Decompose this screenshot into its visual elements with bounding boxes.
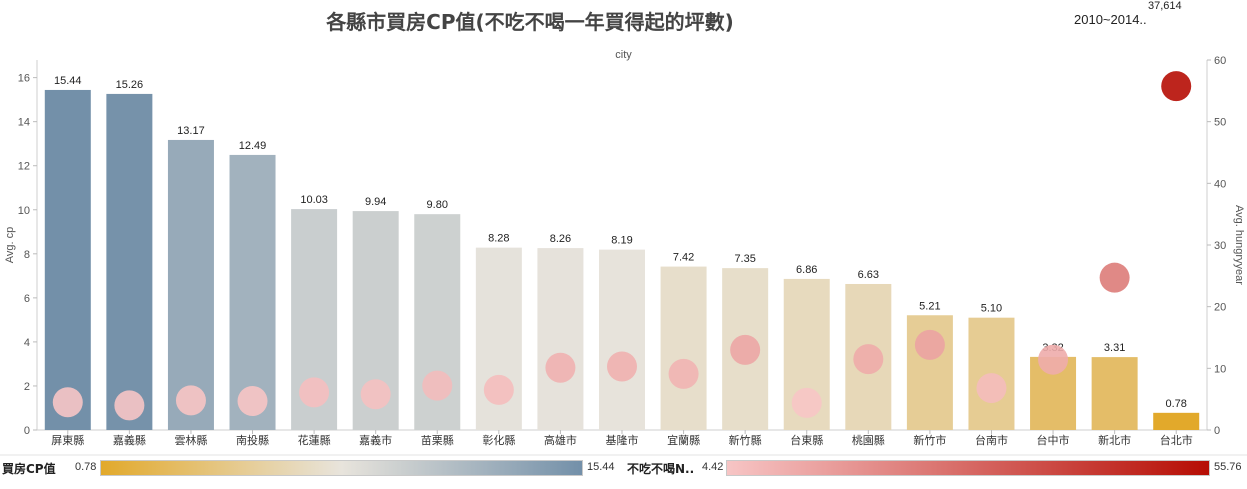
- bar: [106, 93, 153, 431]
- bar-value-label: 8.28: [488, 233, 509, 245]
- x-tick-label: 台北市: [1160, 433, 1193, 447]
- y-tick-label: 0: [24, 425, 30, 437]
- cp-legend-title: 買房CP值: [2, 462, 56, 476]
- hungry-color-legend: 不吃不喝N.. 4.42 55.76: [620, 458, 1247, 480]
- scatter-point: [175, 385, 206, 416]
- scatter-point: [360, 379, 391, 410]
- bar-value-label: 0.78: [1165, 398, 1186, 410]
- chart-title: 各縣市買房CP值(不吃不喝一年買得起的坪數): [326, 10, 734, 34]
- x-tick-label: 台中市: [1037, 433, 1070, 447]
- scatter-point: [483, 374, 514, 405]
- scatter-point: [791, 387, 822, 418]
- x-tick-label: 花蓮縣: [298, 433, 331, 447]
- y2-tick-label: 10: [1214, 363, 1226, 375]
- y-tick-label: 2: [24, 381, 30, 393]
- cp-legend-max: 15.44: [587, 461, 615, 473]
- scatter-point: [299, 377, 330, 408]
- scatter-point: [1161, 71, 1192, 102]
- cp-legend-min: 0.78: [75, 461, 97, 473]
- bar-value-label: 8.26: [550, 233, 571, 245]
- y-tick-label: 10: [18, 205, 30, 217]
- bar-value-label: 12.49: [239, 140, 267, 152]
- bar: [599, 249, 645, 430]
- y2-tick-label: 50: [1214, 117, 1226, 129]
- hungry-legend-max: 55.76: [1214, 461, 1242, 473]
- y-tick-label: 4: [24, 337, 30, 349]
- x-tick-label: 嘉義市: [359, 433, 392, 447]
- bar: [44, 89, 91, 430]
- x-tick-label: 新北市: [1098, 433, 1131, 447]
- scatter-point: [422, 370, 453, 401]
- bar: [229, 154, 276, 431]
- scatter-point: [976, 373, 1007, 404]
- bar: [660, 266, 707, 430]
- hungry-legend-title: 不吃不喝N..: [627, 462, 695, 476]
- bar: [1153, 412, 1200, 430]
- x-tick-label: 台東縣: [790, 433, 823, 447]
- y2-tick-label: 30: [1214, 240, 1226, 252]
- y-tick-label: 12: [18, 161, 30, 173]
- bar-value-label: 10.03: [300, 194, 328, 206]
- bar: [537, 248, 584, 430]
- bar-value-label: 3.31: [1104, 342, 1125, 354]
- scatter-point: [545, 352, 576, 383]
- hungry-legend-min: 4.42: [702, 461, 724, 473]
- y-tick-label: 8: [24, 249, 30, 261]
- bar-value-label: 6.86: [796, 264, 817, 276]
- x-tick-label: 屏東縣: [51, 434, 84, 447]
- scatter-point: [114, 390, 145, 421]
- x-tick-label: 台南市: [975, 433, 1008, 447]
- y-axis-title: Avg. cp: [4, 227, 16, 264]
- scatter-point: [607, 351, 637, 382]
- scatter-point: [668, 358, 699, 389]
- bar-value-label: 8.19: [611, 235, 632, 247]
- scatter-point: [730, 334, 761, 365]
- x-tick-label: 高雄市: [544, 433, 577, 447]
- y-tick-label: 6: [24, 293, 30, 305]
- cp-color-legend: 買房CP值 0.78 15.44: [0, 458, 620, 480]
- bar-value-label: 5.10: [981, 303, 1002, 315]
- bar-value-label: 6.63: [858, 269, 879, 281]
- bar-value-label: 15.44: [54, 75, 82, 87]
- y-tick-label: 14: [18, 117, 30, 129]
- x-tick-label: 基隆市: [606, 433, 639, 447]
- bar-value-label: 9.94: [365, 196, 386, 208]
- x-tick-label: 南投縣: [236, 433, 269, 447]
- bar-value-label: 13.17: [177, 125, 205, 137]
- bar: [167, 139, 214, 431]
- y-tick-label: 16: [18, 73, 30, 85]
- x-tick-label: 嘉義縣: [113, 433, 146, 447]
- cp-legend-gradient: [100, 460, 583, 476]
- scatter-point: [52, 387, 83, 418]
- period-extra-value: 37,614: [1148, 0, 1182, 12]
- scatter-point: [1099, 262, 1130, 293]
- scatter-point: [853, 344, 884, 375]
- y2-tick-label: 20: [1214, 302, 1226, 314]
- x-tick-label: 雲林縣: [174, 433, 207, 447]
- scatter-point: [1038, 344, 1069, 375]
- bar-value-label: 7.35: [734, 253, 755, 265]
- y2-tick-label: 0: [1214, 425, 1220, 437]
- x-tick-label: 桃園縣: [852, 433, 885, 447]
- period-filter-label[interactable]: 2010~2014..: [1074, 12, 1147, 27]
- y2-tick-label: 40: [1214, 178, 1226, 190]
- bar-value-label: 15.26: [116, 79, 144, 91]
- x-tick-label: 宜蘭縣: [667, 433, 700, 447]
- scatter-point: [237, 386, 268, 417]
- bar-value-label: 7.42: [673, 252, 694, 264]
- x-tick-label: 苗栗縣: [421, 434, 454, 447]
- y2-axis-title: Avg. hungryyear: [1233, 205, 1245, 285]
- scatter-point: [914, 329, 945, 360]
- y2-tick-label: 60: [1214, 55, 1226, 67]
- hungry-legend-gradient: [726, 460, 1210, 476]
- bar-value-label: 5.21: [919, 300, 940, 312]
- x-field-label: city: [615, 49, 632, 61]
- bar: [1091, 357, 1138, 430]
- x-tick-label: 彰化縣: [482, 433, 515, 447]
- x-tick-label: 新竹縣: [729, 433, 762, 447]
- bar-value-label: 9.80: [427, 199, 448, 211]
- x-tick-label: 新竹市: [913, 433, 946, 447]
